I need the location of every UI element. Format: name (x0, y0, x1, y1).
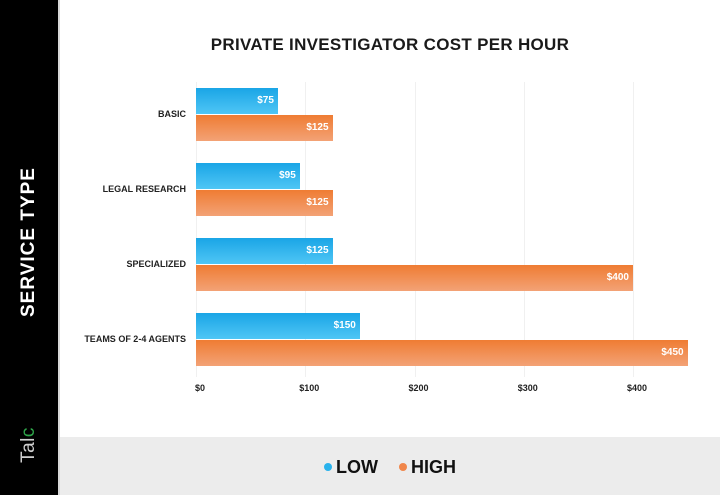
legend-item-low: LOW (323, 456, 378, 478)
chart-title: PRIVATE INVESTIGATOR COST PER HOUR (210, 35, 570, 54)
bar-low: $75 (196, 88, 278, 114)
category-label: LEGAL RESEARCH (102, 184, 186, 194)
gridline (196, 82, 197, 377)
bar-low: $95 (196, 163, 300, 189)
category-label: TEAMS OF 2-4 AGENTS (84, 334, 186, 344)
gridline (414, 82, 416, 377)
legend-band: LOW HIGH (60, 437, 720, 495)
legend-dot-low-icon (323, 463, 332, 471)
logo-text: Tal (18, 437, 39, 463)
sidebar: SERVICE TYPE Talc (0, 0, 58, 495)
bar-high: $450 (196, 340, 688, 366)
bar-low: $150 (196, 313, 360, 339)
bar-high: $125 (196, 115, 333, 141)
legend-dot-high-icon (399, 463, 407, 471)
x-tick-label: $100 (299, 383, 320, 393)
logo-accent: c (18, 427, 39, 438)
legend: LOW HIGH (60, 455, 720, 478)
category-label: SPECIALIZED (126, 259, 186, 269)
category-label: BASIC (157, 109, 186, 119)
x-tick-label: $0 (194, 383, 206, 393)
bar-high: $400 (196, 265, 633, 291)
bar-high: $125 (196, 190, 333, 216)
legend-item-high: HIGH (399, 457, 456, 478)
bar-low: $125 (196, 238, 333, 264)
x-tick-label: $300 (517, 383, 538, 393)
gridline (523, 82, 525, 377)
plot-area: $0 $100 $200 $300 $400 BASIC $75 $125 LEGAL RESE… (84, 82, 688, 393)
x-tick-label: $200 (408, 383, 429, 393)
legend-label-low: LOW (335, 456, 378, 477)
legend-label-high: HIGH (411, 456, 456, 477)
sidebar-divider (58, 0, 60, 495)
x-tick-label: $400 (626, 383, 648, 393)
gridline (305, 82, 307, 377)
brand-logo: Talc (18, 427, 40, 463)
gridline (633, 82, 634, 377)
